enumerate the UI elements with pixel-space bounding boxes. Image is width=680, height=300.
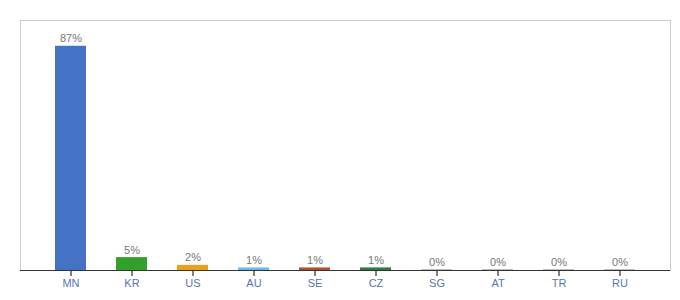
svg-text:1%: 1% bbox=[246, 254, 262, 266]
svg-text:TR: TR bbox=[552, 277, 567, 289]
svg-text:US: US bbox=[185, 277, 200, 289]
svg-text:0%: 0% bbox=[551, 256, 567, 268]
svg-text:CZ: CZ bbox=[369, 277, 384, 289]
svg-text:5%: 5% bbox=[124, 244, 140, 256]
svg-text:AU: AU bbox=[246, 277, 261, 289]
svg-text:SG: SG bbox=[429, 277, 445, 289]
svg-text:SE: SE bbox=[308, 277, 323, 289]
svg-text:1%: 1% bbox=[307, 254, 323, 266]
svg-text:0%: 0% bbox=[429, 256, 445, 268]
svg-text:1%: 1% bbox=[368, 254, 384, 266]
svg-text:AT: AT bbox=[491, 277, 505, 289]
svg-text:KR: KR bbox=[124, 277, 139, 289]
svg-text:0%: 0% bbox=[612, 256, 628, 268]
svg-text:RU: RU bbox=[612, 277, 628, 289]
svg-text:0%: 0% bbox=[490, 256, 506, 268]
svg-text:MN: MN bbox=[62, 277, 79, 289]
svg-text:87%: 87% bbox=[60, 32, 82, 44]
svg-text:2%: 2% bbox=[185, 251, 201, 263]
